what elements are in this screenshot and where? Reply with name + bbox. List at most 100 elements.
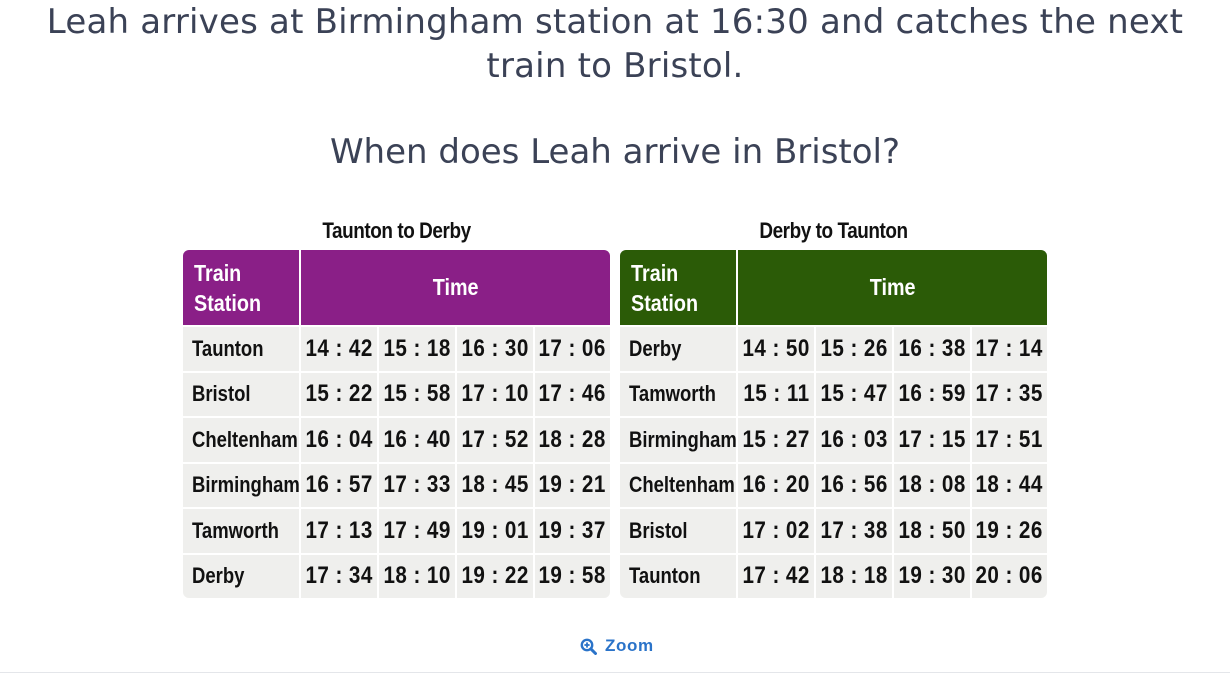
station-cell: Derby <box>183 552 299 598</box>
departure-time: 15 : 26 <box>820 334 888 362</box>
timetable-title: Taunton to Derby <box>322 218 471 243</box>
station-cell: Birmingham <box>620 416 737 462</box>
time-cell: 17 : 33 <box>379 461 455 507</box>
departure-time: 17 : 42 <box>742 562 810 590</box>
time-cell: 19 : 30 <box>894 552 970 598</box>
time-cell: 15 : 58 <box>379 370 455 416</box>
departure-time: 16 : 04 <box>305 425 373 453</box>
time-cell: 17 : 51 <box>972 416 1047 462</box>
time-cell: 15 : 22 <box>301 370 377 416</box>
departure-time: 18 : 44 <box>975 471 1044 499</box>
time-cell: 16 : 40 <box>379 416 455 462</box>
time-cell: 14 : 42 <box>301 325 377 371</box>
time-cell: 18 : 45 <box>457 461 533 507</box>
time-cell: 17 : 49 <box>379 507 455 553</box>
station-cell: Bristol <box>620 507 736 553</box>
time-column-header: Time <box>738 250 1047 325</box>
timetable-derby-to-taunton: Derby to Taunton Train Station Time Derby 1… <box>620 212 1047 598</box>
station-column-header: Train Station <box>183 250 299 325</box>
station-name: Taunton <box>192 335 264 361</box>
station-cell: Birmingham <box>183 461 300 507</box>
departure-time: 17 : 52 <box>461 425 529 453</box>
station-cell: Cheltenham <box>620 461 736 507</box>
departure-time: 16 : 40 <box>383 425 451 453</box>
station-name: Tamworth <box>192 517 279 543</box>
time-cell: 18 : 10 <box>379 552 455 598</box>
departure-time: 16 : 03 <box>820 425 888 453</box>
departure-time: 17 : 51 <box>975 425 1044 453</box>
time-cell: 18 : 50 <box>894 507 970 553</box>
time-cell: 16 : 57 <box>301 461 377 507</box>
time-cell: 18 : 08 <box>894 461 970 507</box>
timetable-grid: Train Station Time Taunton 14 : 42 15 : 18 16… <box>183 250 610 598</box>
question-prompt: When does Leah arrive in Bristol? <box>329 132 901 172</box>
time-cell: 16 : 56 <box>816 461 892 507</box>
time-cell: 17 : 52 <box>457 416 533 462</box>
timetable-taunton-to-derby: Taunton to Derby Train Station Time Taunto… <box>183 212 610 598</box>
station-name: Cheltenham <box>192 426 298 452</box>
departure-time: 17 : 14 <box>975 334 1044 362</box>
time-cell: 18 : 28 <box>535 416 610 462</box>
time-cell: 17 : 42 <box>738 552 814 598</box>
time-cell: 16 : 03 <box>816 416 892 462</box>
time-cell: 18 : 44 <box>972 461 1047 507</box>
station-name: Taunton <box>629 563 701 589</box>
time-cell: 19 : 01 <box>457 507 533 553</box>
departure-time: 19 : 58 <box>538 562 607 590</box>
time-cell: 17 : 34 <box>301 552 377 598</box>
station-cell: Taunton <box>183 325 299 371</box>
station-name: Bristol <box>192 381 251 407</box>
zoom-label: Zoom <box>605 636 654 655</box>
departure-time: 18 : 08 <box>898 471 966 499</box>
time-column-header: Time <box>301 250 610 325</box>
departure-time: 17 : 33 <box>383 471 451 499</box>
time-cell: 17 : 10 <box>457 370 533 416</box>
departure-time: 17 : 13 <box>305 516 373 544</box>
station-name: Derby <box>629 335 682 361</box>
departure-time: 20 : 06 <box>975 562 1044 590</box>
departure-time: 18 : 10 <box>383 562 451 590</box>
departure-time: 17 : 35 <box>975 380 1044 408</box>
departure-time: 17 : 10 <box>461 380 529 408</box>
departure-time: 16 : 56 <box>820 471 888 499</box>
departure-time: 18 : 18 <box>820 562 888 590</box>
departure-time: 15 : 47 <box>820 380 888 408</box>
departure-time: 16 : 20 <box>742 471 810 499</box>
station-column-header-label: Train Station <box>631 259 699 316</box>
time-cell: 17 : 15 <box>894 416 970 462</box>
time-cell: 17 : 13 <box>301 507 377 553</box>
time-cell: 17 : 38 <box>816 507 892 553</box>
time-cell: 17 : 46 <box>535 370 610 416</box>
departure-time: 19 : 26 <box>975 516 1044 544</box>
station-name: Tamworth <box>629 381 716 407</box>
departure-time: 16 : 38 <box>898 334 966 362</box>
departure-time: 18 : 50 <box>898 516 966 544</box>
zoom-button[interactable]: Zoom <box>580 634 654 658</box>
time-cell: 16 : 38 <box>894 325 970 371</box>
station-name: Cheltenham <box>629 472 735 498</box>
station-cell: Taunton <box>620 552 736 598</box>
question-text: Leah arrives at Birmingham station at 16… <box>46 2 1184 86</box>
station-name: Bristol <box>629 517 688 543</box>
departure-time: 16 : 30 <box>461 334 529 362</box>
departure-time: 15 : 58 <box>383 380 451 408</box>
departure-time: 17 : 46 <box>538 380 607 408</box>
departure-time: 17 : 49 <box>383 516 451 544</box>
time-cell: 15 : 11 <box>738 370 814 416</box>
station-name: Birmingham <box>192 472 300 498</box>
departure-time: 15 : 22 <box>305 380 373 408</box>
timetable-title: Derby to Taunton <box>759 218 908 243</box>
station-column-header-label: Train Station <box>194 259 262 316</box>
departure-time: 14 : 42 <box>305 334 373 362</box>
departure-time: 19 : 30 <box>898 562 966 590</box>
departure-time: 19 : 37 <box>538 516 607 544</box>
zoom-in-icon <box>580 638 597 655</box>
station-cell: Cheltenham <box>183 416 299 462</box>
departure-time: 18 : 45 <box>461 471 529 499</box>
time-cell: 19 : 37 <box>535 507 610 553</box>
departure-time: 19 : 01 <box>461 516 529 544</box>
time-cell: 16 : 59 <box>894 370 970 416</box>
time-cell: 17 : 35 <box>972 370 1047 416</box>
time-cell: 20 : 06 <box>972 552 1047 598</box>
station-cell: Tamworth <box>620 370 736 416</box>
